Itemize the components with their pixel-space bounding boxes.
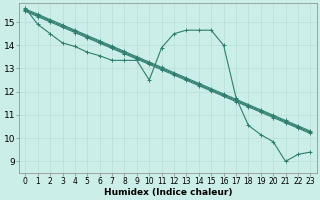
X-axis label: Humidex (Indice chaleur): Humidex (Indice chaleur) xyxy=(104,188,232,197)
